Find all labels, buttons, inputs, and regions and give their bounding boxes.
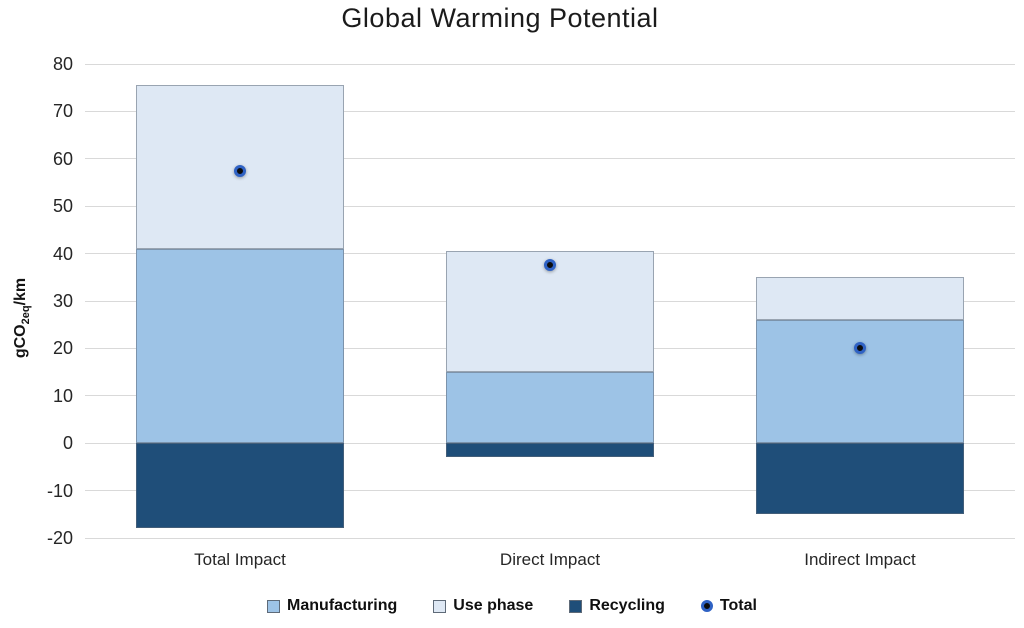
total-marker-direct-impact [544,259,556,272]
bar-segment-manufacturing-total-impact [136,248,344,444]
x-category-label-total-impact: Total Impact [194,550,286,569]
legend-item-recycling: Recycling [569,597,665,615]
chart-title: Global Warming Potential [341,3,659,33]
total-marker-indirect-impact [854,342,866,355]
legend-square-icon-recycling [569,599,583,613]
legend-label-manufacturing: Manufacturing [287,597,398,614]
gridline [85,205,1015,207]
bar-segment-recycling-direct-impact [446,443,654,458]
legend-square-icon-use-phase [433,599,447,613]
legend-item-use-phase: Use phase [433,597,533,615]
total-marker-total-impact [234,164,246,177]
y-tick-label: 60 [52,148,73,169]
y-tick-label: 40 [52,243,73,264]
y-tick-label: 0 [62,433,73,454]
legend-label-recycling: Recycling [589,597,665,614]
legend-item-manufacturing: Manufacturing [267,597,397,615]
bar-segment-use-phase-indirect-impact [756,277,964,320]
legend-square-icon-manufacturing [267,599,281,613]
gridline [85,158,1015,160]
legend-item-total: Total [700,597,757,615]
bar-segment-use-phase-direct-impact [446,251,654,373]
gridline [85,63,1015,65]
plot-area: 80 70 60 50 40 30 20 10 0 -10 -20 Total Impact Direc… [47,54,1015,569]
legend-label-use-phase: Use phase [453,597,534,614]
y-tick-label: 50 [52,196,73,217]
legend: Manufacturing Use phase Recycling Total [0,597,1024,615]
gridline [85,537,1015,539]
y-tick-label: 70 [52,101,73,122]
bar-segment-recycling-total-impact [136,443,344,529]
bar-segment-manufacturing-direct-impact [446,372,654,444]
y-tick-label: 10 [52,385,73,406]
y-tick-label: -10 [46,480,73,501]
y-tick-label: 80 [52,54,73,74]
x-category-label-indirect-impact: Indirect Impact [804,550,916,569]
legend-label-total: Total [719,597,757,614]
bar-segment-recycling-indirect-impact [756,443,964,515]
bar-segment-manufacturing-indirect-impact [756,320,964,444]
legend-dot-icon-total [700,600,713,612]
gridline [85,490,1015,492]
x-category-label-direct-impact: Direct Impact [499,550,601,569]
y-tick-label: -20 [46,528,73,548]
y-tick-label: 30 [52,291,73,311]
y-tick-label: 20 [52,338,73,359]
gridline [85,110,1015,112]
